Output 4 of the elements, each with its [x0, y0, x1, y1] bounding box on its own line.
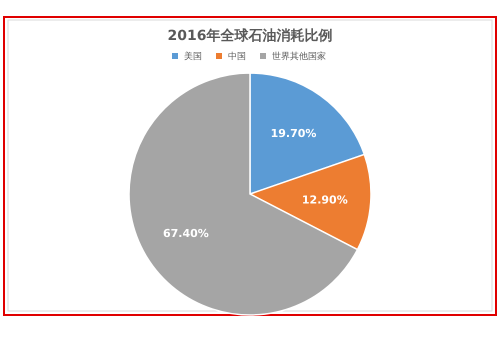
legend-label: 中国 — [228, 51, 246, 62]
title: 2016年全球石油消耗比例 — [168, 28, 332, 44]
legend-label: 美国 — [184, 51, 202, 62]
legend-label: 世界其他国家 — [272, 51, 326, 62]
